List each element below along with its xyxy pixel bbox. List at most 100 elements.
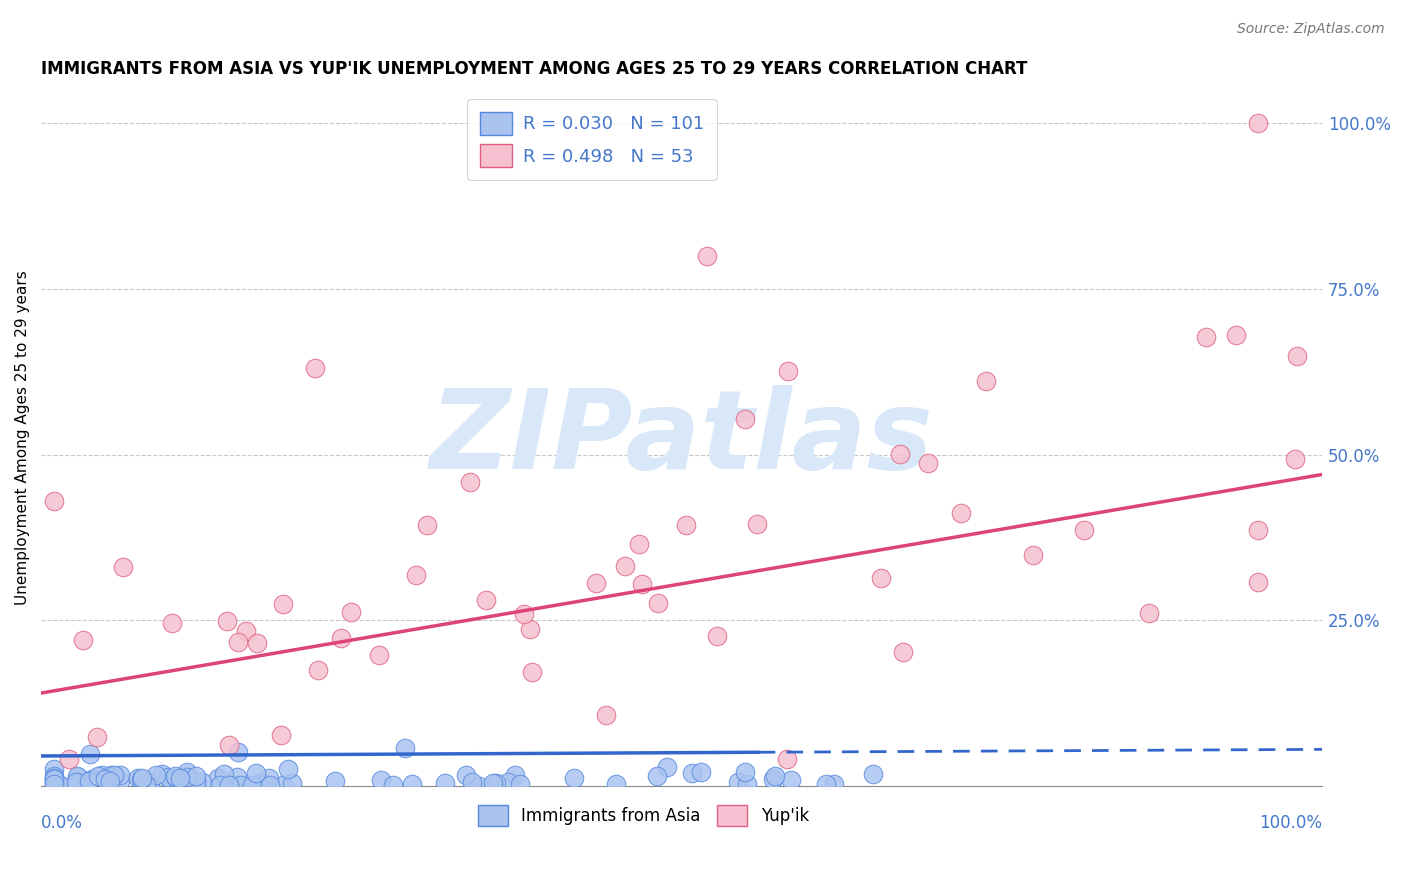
Point bbox=[42, 774, 65, 789]
Point bbox=[645, 769, 668, 783]
Point bbox=[131, 778, 153, 792]
Point bbox=[468, 779, 491, 793]
Point bbox=[156, 770, 179, 784]
Point bbox=[77, 774, 100, 789]
Point bbox=[131, 771, 153, 785]
Text: ZIPatlas: ZIPatlas bbox=[430, 384, 934, 491]
Point bbox=[226, 634, 249, 648]
Point bbox=[259, 778, 281, 792]
Point bbox=[727, 775, 749, 789]
Point bbox=[69, 775, 91, 789]
Point bbox=[974, 374, 997, 388]
Point bbox=[127, 771, 149, 785]
Point bbox=[370, 772, 392, 787]
Point bbox=[323, 773, 346, 788]
Point bbox=[91, 774, 114, 789]
Point bbox=[79, 774, 101, 789]
Point bbox=[139, 776, 162, 790]
Point bbox=[482, 776, 505, 790]
Point bbox=[89, 774, 111, 789]
Point bbox=[165, 769, 187, 783]
Point bbox=[98, 773, 121, 788]
Point bbox=[690, 764, 713, 779]
Point bbox=[745, 517, 768, 532]
Point bbox=[186, 775, 208, 789]
Point bbox=[778, 364, 800, 378]
Point bbox=[169, 772, 191, 786]
Point bbox=[647, 596, 669, 610]
Point bbox=[485, 776, 508, 790]
Y-axis label: Unemployment Among Ages 25 to 29 years: Unemployment Among Ages 25 to 29 years bbox=[15, 270, 30, 606]
Point bbox=[65, 775, 87, 789]
Text: 0.0%: 0.0% bbox=[41, 814, 83, 831]
Point bbox=[96, 773, 118, 788]
Point bbox=[150, 767, 173, 781]
Point bbox=[605, 777, 627, 791]
Point bbox=[330, 631, 353, 645]
Point bbox=[434, 776, 457, 790]
Point bbox=[257, 771, 280, 785]
Point bbox=[42, 776, 65, 790]
Point bbox=[145, 768, 167, 782]
Text: IMMIGRANTS FROM ASIA VS YUP'IK UNEMPLOYMENT AMONG AGES 25 TO 29 YEARS CORRELATIO: IMMIGRANTS FROM ASIA VS YUP'IK UNEMPLOYM… bbox=[41, 60, 1028, 78]
Point bbox=[628, 536, 651, 550]
Point bbox=[42, 772, 65, 787]
Point bbox=[458, 475, 481, 490]
Point bbox=[735, 777, 758, 791]
Point bbox=[706, 629, 728, 643]
Point bbox=[87, 769, 110, 783]
Point bbox=[1285, 349, 1308, 363]
Point bbox=[520, 665, 543, 679]
Point bbox=[208, 778, 231, 792]
Point bbox=[186, 769, 208, 783]
Point bbox=[226, 778, 249, 792]
Point bbox=[595, 707, 617, 722]
Point bbox=[235, 624, 257, 638]
Point bbox=[270, 728, 292, 742]
Point bbox=[42, 494, 65, 508]
Point bbox=[416, 517, 439, 532]
Point bbox=[79, 747, 101, 762]
Point bbox=[42, 763, 65, 777]
Point bbox=[135, 779, 157, 793]
Point bbox=[562, 771, 585, 785]
Point bbox=[58, 752, 80, 766]
Point bbox=[862, 767, 884, 781]
Point bbox=[1284, 452, 1306, 467]
Point bbox=[1247, 116, 1270, 130]
Point bbox=[191, 774, 214, 789]
Point bbox=[631, 577, 654, 591]
Point bbox=[111, 559, 134, 574]
Point bbox=[870, 571, 893, 585]
Point bbox=[823, 777, 845, 791]
Point bbox=[253, 776, 276, 790]
Point bbox=[165, 771, 187, 785]
Point bbox=[103, 768, 125, 782]
Point bbox=[889, 447, 911, 461]
Point bbox=[240, 778, 263, 792]
Point bbox=[496, 775, 519, 789]
Point bbox=[179, 778, 201, 792]
Point bbox=[585, 576, 607, 591]
Point bbox=[304, 361, 326, 376]
Point bbox=[66, 778, 89, 792]
Point bbox=[176, 765, 198, 780]
Point bbox=[108, 773, 131, 788]
Point bbox=[734, 412, 756, 426]
Point bbox=[368, 648, 391, 662]
Point bbox=[950, 507, 973, 521]
Point bbox=[228, 745, 250, 759]
Point bbox=[131, 772, 153, 786]
Point bbox=[218, 778, 240, 792]
Point bbox=[614, 559, 637, 574]
Point bbox=[110, 768, 132, 782]
Point bbox=[66, 770, 89, 784]
Point bbox=[42, 769, 65, 783]
Point bbox=[1247, 574, 1270, 589]
Point bbox=[1073, 524, 1095, 538]
Point bbox=[891, 645, 914, 659]
Point bbox=[917, 456, 939, 470]
Point bbox=[90, 778, 112, 792]
Point bbox=[456, 768, 478, 782]
Point bbox=[229, 778, 252, 792]
